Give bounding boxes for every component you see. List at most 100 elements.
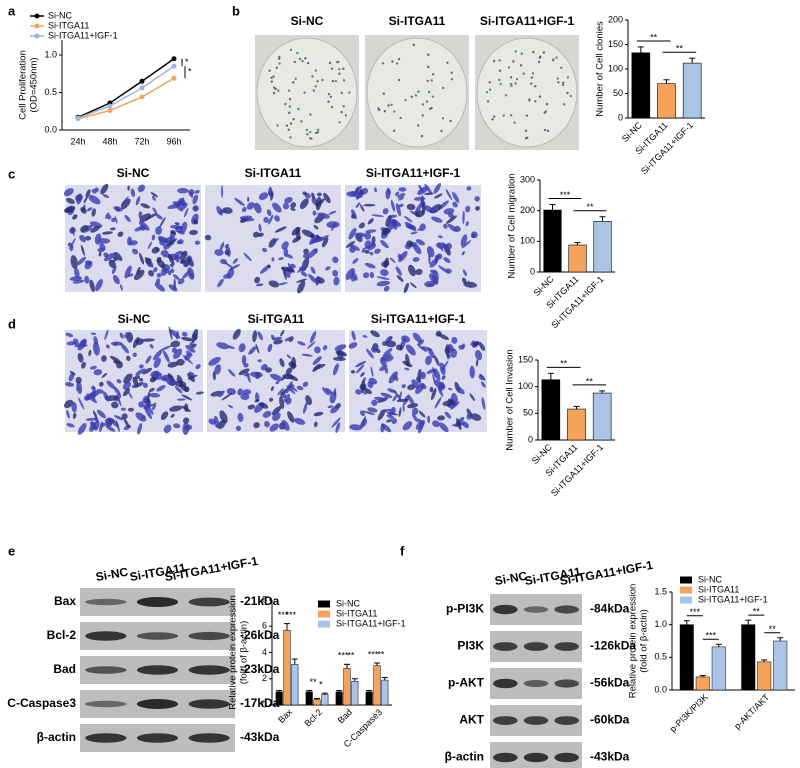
bar	[373, 665, 381, 706]
cell	[169, 263, 174, 268]
cell	[363, 244, 374, 250]
cell	[258, 192, 269, 201]
cell	[116, 394, 122, 407]
cell	[193, 219, 199, 225]
band	[188, 733, 230, 743]
cell	[404, 367, 410, 371]
band	[85, 733, 127, 743]
line	[77, 58, 175, 118]
cell	[300, 271, 308, 277]
cell	[414, 210, 425, 218]
cell	[388, 371, 398, 384]
colony	[314, 85, 317, 88]
colony	[397, 78, 401, 82]
cell	[86, 207, 93, 212]
cell	[113, 386, 121, 395]
cell	[417, 339, 425, 346]
error-bar	[745, 619, 752, 625]
cell	[474, 349, 483, 361]
cell	[433, 368, 441, 381]
cell	[434, 254, 440, 260]
cell	[345, 268, 355, 280]
cell	[268, 214, 274, 225]
cell	[273, 238, 280, 243]
cell	[192, 205, 199, 212]
cell	[398, 250, 408, 263]
colony	[528, 98, 531, 101]
error-bar	[599, 390, 606, 394]
band	[523, 606, 549, 613]
image-label: Si-NC	[291, 14, 324, 28]
bar	[568, 244, 587, 273]
y-tick-label: 150	[608, 39, 623, 49]
band	[188, 597, 230, 607]
band-size: -17kDa	[240, 696, 280, 710]
cell	[111, 401, 119, 409]
cell	[96, 409, 106, 419]
colony	[446, 61, 449, 64]
cell	[145, 257, 152, 264]
cell	[351, 214, 356, 219]
colony	[410, 95, 414, 99]
cell	[181, 336, 193, 342]
error-bar	[574, 242, 581, 246]
cell	[365, 229, 377, 234]
band	[136, 632, 179, 640]
colony	[285, 124, 289, 127]
cell	[67, 242, 73, 247]
cell	[273, 339, 283, 345]
image-label: Si-ITGA11	[248, 312, 305, 326]
band	[523, 716, 549, 725]
error-bar	[777, 637, 784, 641]
cell	[228, 404, 234, 409]
legend-swatch	[318, 610, 330, 618]
cell	[70, 245, 74, 252]
cell	[258, 223, 262, 232]
cell	[362, 272, 370, 279]
cell	[232, 258, 239, 264]
error-bar	[683, 620, 690, 625]
cell	[374, 396, 387, 402]
cell	[310, 266, 316, 274]
cell	[156, 385, 166, 392]
cell	[321, 237, 329, 248]
cell	[229, 264, 240, 271]
y-tick-label: 0	[618, 112, 623, 122]
colony	[340, 110, 343, 114]
cell	[412, 332, 422, 343]
colony	[542, 51, 546, 54]
cell	[155, 278, 161, 285]
band	[136, 665, 179, 675]
cell	[366, 348, 374, 359]
cell	[388, 218, 402, 227]
colony	[383, 110, 387, 113]
y-tick-label: 100	[518, 381, 533, 391]
colony	[563, 103, 566, 106]
y-axis-label: Cell Proliferation	[18, 50, 29, 120]
colony	[562, 81, 565, 84]
cell	[174, 386, 183, 394]
sig-label: **	[586, 376, 594, 386]
cell	[138, 364, 144, 369]
cell	[137, 423, 143, 435]
cell	[124, 331, 131, 339]
lane-label: Si-NC	[494, 569, 529, 589]
band-size: -26kDa	[240, 628, 280, 642]
colony	[342, 105, 345, 108]
colony	[427, 53, 430, 56]
cell	[380, 239, 389, 249]
cell	[429, 273, 439, 285]
colony	[338, 67, 341, 71]
cell	[170, 413, 175, 418]
error-bar	[699, 675, 706, 677]
colony	[485, 91, 489, 94]
cell	[282, 266, 287, 280]
cell	[359, 410, 365, 417]
cell	[131, 383, 138, 389]
error-bar	[366, 690, 373, 692]
cell	[395, 203, 402, 217]
cell	[142, 367, 153, 375]
point	[171, 56, 177, 62]
cell	[180, 221, 188, 234]
band	[493, 678, 518, 689]
